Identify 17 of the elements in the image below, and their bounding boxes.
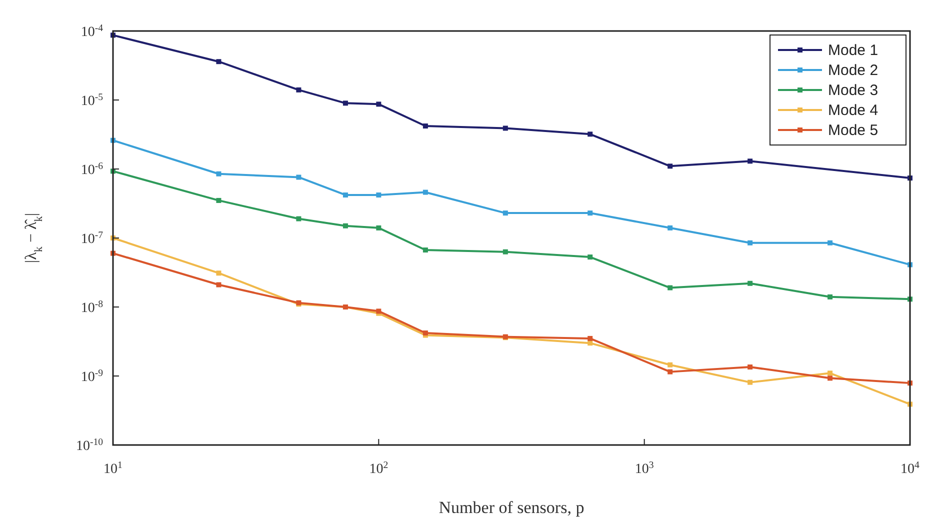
x-tick-label: 10$^{2}$ (369, 460, 388, 477)
y-tick-label: 10$^{-9}$ (80, 368, 104, 385)
legend-label: Mode 3 (828, 82, 878, 99)
x-tick-label: 10$^{1}$ (104, 460, 123, 477)
y-tick-label: 10$^{-4}$ (80, 22, 104, 40)
legend-label: Mode 4 (828, 102, 878, 119)
x-axis-title: Number of sensors, p (438, 498, 584, 517)
y-tick-label: 10$^{-10}$ (76, 436, 104, 454)
legend-label: Mode 2 (828, 62, 878, 79)
x-tick-label: 10$^{3}$ (634, 460, 654, 477)
legend-label: Mode 5 (828, 122, 878, 139)
y-tick-label: 10$^{-8}$ (80, 298, 104, 316)
y-tick-label: 10$^{-7}$ (80, 230, 104, 247)
y-tick-label: 10$^{-6}$ (80, 160, 104, 178)
y-tick-label: 10$^{-5}$ (80, 92, 104, 109)
legend-label: Mode 1 (828, 42, 878, 59)
x-tick-label: 10$^{4}$ (900, 460, 920, 477)
